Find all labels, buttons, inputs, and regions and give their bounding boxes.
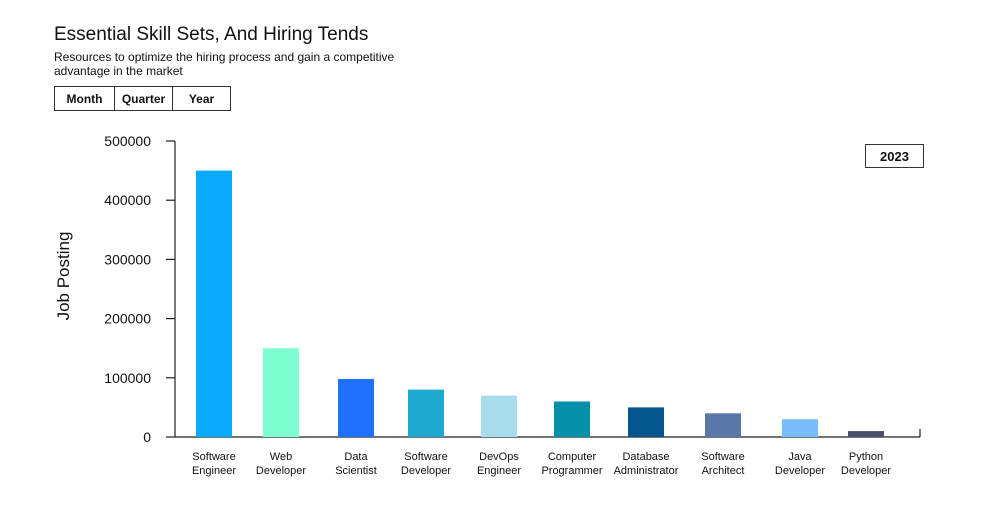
x-tick-label: Software	[192, 451, 235, 463]
chart-subtitle: Resources to optimize the hiring process…	[54, 50, 395, 78]
x-tick-label: Scientist	[335, 465, 377, 477]
x-tick-label: Administrator	[614, 465, 679, 477]
x-tick-label: Data	[344, 451, 368, 463]
x-tick-label: Engineer	[477, 465, 521, 477]
y-tick-label: 400000	[104, 192, 151, 208]
bar	[628, 407, 664, 437]
bar	[554, 401, 590, 437]
y-axis-label: Job Posting	[54, 232, 73, 321]
chart-title: Essential Skill Sets, And Hiring Tends	[54, 24, 369, 45]
y-tick-label: 100000	[104, 370, 151, 386]
tab-year[interactable]: Year	[173, 87, 230, 110]
y-tick-label: 500000	[104, 133, 151, 149]
x-tick-label: Software	[701, 451, 744, 463]
x-tick-label: Programmer	[541, 465, 602, 477]
x-tick-label: Software	[404, 451, 447, 463]
x-tick-label: Python	[849, 451, 883, 463]
bar	[782, 419, 818, 437]
tab-quarter[interactable]: Quarter	[115, 87, 173, 110]
x-tick-label: Database	[622, 451, 669, 463]
bar	[338, 378, 374, 437]
bar	[705, 413, 741, 437]
x-tick-label: Architect	[702, 465, 745, 477]
x-tick-label: Computer	[548, 451, 597, 463]
y-tick-label: 300000	[104, 251, 151, 267]
x-tick-label: Developer	[401, 465, 451, 477]
y-tick-label: 0	[143, 429, 151, 445]
bar	[408, 389, 444, 437]
x-tick-label: Developer	[775, 465, 825, 477]
x-tick-label: Java	[788, 451, 812, 463]
x-tick-label: DevOps	[479, 451, 519, 463]
period-tabs: Month Quarter Year	[54, 86, 231, 111]
y-tick-label: 200000	[104, 311, 151, 327]
x-tick-label: Developer	[841, 465, 891, 477]
bar	[481, 395, 517, 437]
x-tick-label: Engineer	[192, 465, 236, 477]
bar	[848, 431, 884, 437]
year-badge: 2023	[865, 144, 924, 168]
bar	[196, 170, 232, 437]
bar	[263, 348, 299, 437]
x-tick-label: Web	[270, 451, 292, 463]
tab-month[interactable]: Month	[55, 87, 115, 110]
x-tick-label: Developer	[256, 465, 306, 477]
